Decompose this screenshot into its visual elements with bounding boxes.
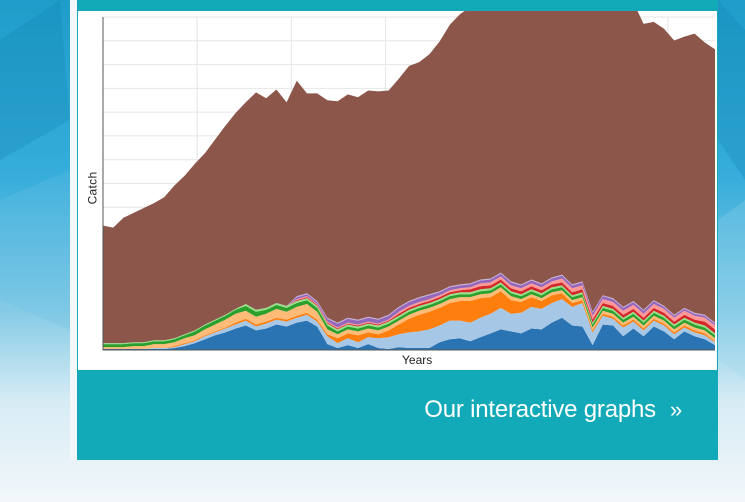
interactive-graphs-label: Our interactive graphs [424, 396, 656, 423]
interactive-graphs-link[interactable]: Our interactive graphs » [424, 396, 682, 424]
chevron-right-icon: » [669, 397, 682, 422]
card-left-border [70, 0, 77, 460]
series-area-2 [103, 291, 715, 349]
x-axis-label: Years [402, 353, 433, 367]
series-area-10 [103, 11, 715, 344]
catch-stacked-area-chart [102, 11, 715, 351]
graphs-promo-card[interactable]: Catch Years Our interactive graphs » [70, 0, 718, 460]
catch-chart: Catch Years [78, 11, 717, 370]
series-area-4 [103, 284, 715, 348]
series-area-0 [103, 317, 715, 350]
y-axis-label: Catch [85, 171, 100, 205]
series-area-3 [103, 287, 715, 349]
series-area-1 [103, 299, 715, 349]
